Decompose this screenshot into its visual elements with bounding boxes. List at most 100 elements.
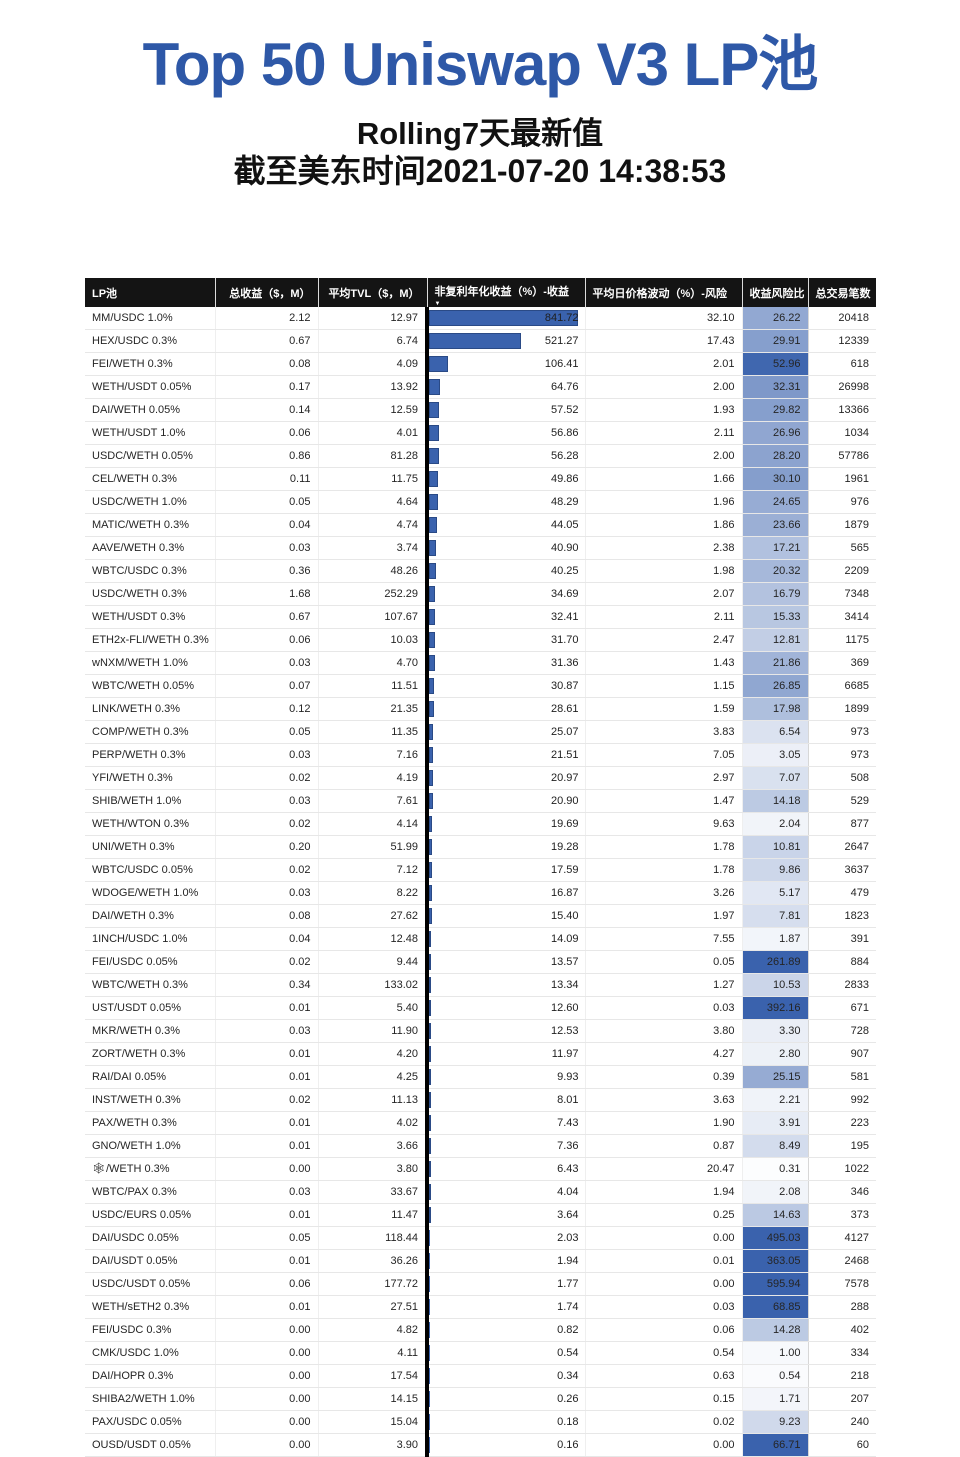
col-header-total-trades[interactable]: 总交易笔数	[808, 278, 876, 307]
col-header-apr[interactable]: 非复利年化收益（%）-收益 ▼	[427, 278, 585, 307]
volatility-cell: 9.63	[585, 813, 742, 836]
col-header-avg-tvl[interactable]: 平均TVL（$，M）	[318, 278, 427, 307]
avg-tvl-cell: 10.03	[318, 629, 427, 652]
avg-tvl-cell: 4.25	[318, 1066, 427, 1089]
apr-data-bar	[429, 609, 435, 625]
apr-value: 12.60	[551, 997, 579, 1019]
total-trades-cell: 4127	[808, 1227, 876, 1250]
total-trades-cell: 618	[808, 353, 876, 376]
avg-tvl-cell: 27.51	[318, 1296, 427, 1319]
apr-value: 40.90	[551, 537, 579, 559]
risk-reward-ratio-cell: 25.15	[742, 1066, 808, 1089]
apr-value: 106.41	[545, 353, 579, 375]
apr-bar-cell: 20.97	[427, 767, 585, 790]
avg-tvl-cell: 4.64	[318, 491, 427, 514]
volatility-cell: 7.55	[585, 928, 742, 951]
total-revenue-cell: 0.02	[215, 951, 318, 974]
avg-tvl-cell: 5.40	[318, 997, 427, 1020]
subtitle: Rolling7天最新值 截至美东时间2021-07-20 14:38:53	[0, 115, 960, 191]
total-revenue-cell: 0.00	[215, 1365, 318, 1388]
apr-data-bar	[429, 862, 432, 878]
apr-data-bar	[429, 379, 440, 395]
volatility-cell: 1.27	[585, 974, 742, 997]
avg-tvl-cell: 48.26	[318, 560, 427, 583]
lp-pool-cell: FEI/USDC 0.3%	[85, 1319, 215, 1342]
apr-data-bar	[429, 1046, 431, 1062]
apr-bar-cell: 40.25	[427, 560, 585, 583]
lp-pool-cell: ETH2x-FLI/WETH 0.3%	[85, 629, 215, 652]
avg-tvl-cell: 7.16	[318, 744, 427, 767]
risk-reward-ratio-cell: 26.96	[742, 422, 808, 445]
total-revenue-cell: 0.12	[215, 698, 318, 721]
risk-reward-ratio-cell: 0.54	[742, 1365, 808, 1388]
apr-bar-cell: 31.36	[427, 652, 585, 675]
lp-pool-cell: WETH/USDT 0.3%	[85, 606, 215, 629]
total-revenue-cell: 0.01	[215, 1043, 318, 1066]
volatility-cell: 2.00	[585, 376, 742, 399]
avg-tvl-cell: 3.90	[318, 1434, 427, 1457]
col-header-lp-pool[interactable]: LP池	[85, 278, 215, 307]
apr-bar-cell: 14.09	[427, 928, 585, 951]
lp-pool-cell: WBTC/USDC 0.3%	[85, 560, 215, 583]
col-header-volatility[interactable]: 平均日价格波动（%）-风险	[585, 278, 742, 307]
risk-reward-ratio-cell: 14.28	[742, 1319, 808, 1342]
total-trades-cell: 218	[808, 1365, 876, 1388]
apr-value: 3.64	[557, 1204, 578, 1226]
total-revenue-cell: 0.06	[215, 422, 318, 445]
apr-data-bar	[429, 770, 433, 786]
avg-tvl-cell: 3.74	[318, 537, 427, 560]
col-header-total-revenue[interactable]: 总收益（$，M）	[215, 278, 318, 307]
col-header-risk-reward-ratio[interactable]: 收益风险比	[742, 278, 808, 307]
